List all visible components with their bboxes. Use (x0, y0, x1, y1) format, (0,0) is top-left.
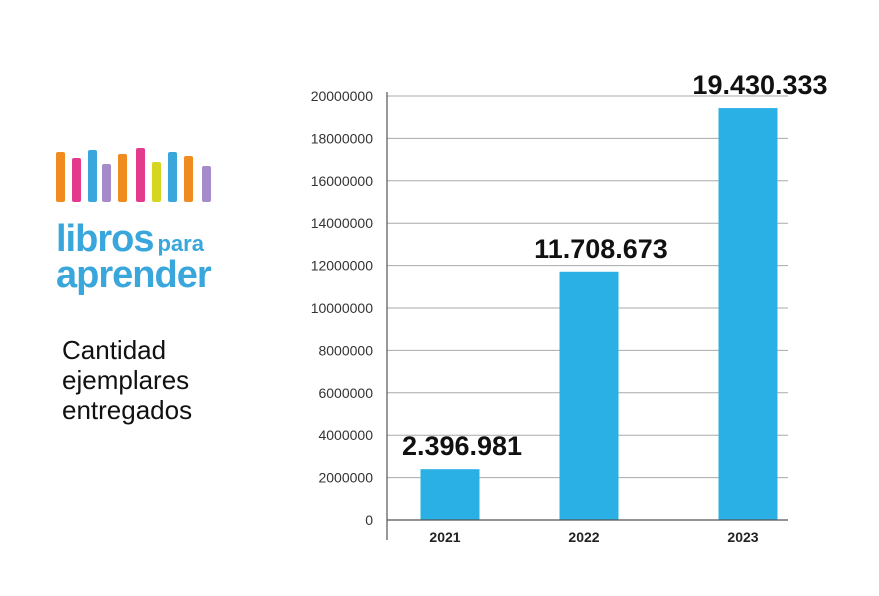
y-tick-label: 0 (365, 512, 373, 528)
logo-book-2 (72, 158, 81, 202)
logo-book-1 (56, 152, 65, 202)
caption-line-3: entregados (62, 395, 193, 425)
chart-caption: Cantidad ejemplares entregados (62, 335, 262, 425)
y-tick-label: 2000000 (318, 470, 373, 486)
logo-word-libros: libros (56, 218, 154, 260)
y-tick-label: 4000000 (318, 427, 373, 443)
logo-word-para: para (157, 231, 204, 256)
data-label: 2.396.981 (402, 431, 522, 461)
logo-word-aprender: aprender (56, 254, 212, 296)
caption-line-2: ejemplares (62, 365, 190, 395)
y-tick-label: 18000000 (311, 130, 374, 146)
logo-wordmark-top: libros para (56, 220, 204, 258)
logo-book-10 (202, 166, 211, 202)
y-tick-label: 12000000 (311, 258, 374, 274)
bar-2021 (420, 469, 480, 520)
data-labels: 2.396.981 11.708.673 19.430.333 (402, 70, 828, 461)
bars (420, 108, 778, 521)
logo-book-7 (152, 162, 161, 202)
logo-book-5 (118, 154, 127, 202)
logo-book-4 (102, 164, 111, 202)
logo-book-8 (168, 152, 177, 202)
x-tick-label: 2023 (727, 529, 758, 545)
y-tick-label: 20000000 (311, 88, 374, 104)
logo-book-6 (136, 148, 145, 202)
y-tick-label: 16000000 (311, 173, 374, 189)
y-tick-label: 6000000 (318, 385, 373, 401)
logo-book-3 (88, 150, 97, 202)
y-tick-label: 8000000 (318, 342, 373, 358)
x-tick-labels: 2021 2022 2023 (429, 529, 758, 545)
x-tick-label: 2022 (568, 529, 599, 545)
bar-2023 (718, 108, 778, 521)
logo-books-graphic (56, 146, 226, 202)
axes (386, 92, 788, 540)
libros-para-aprender-logo: libros para aprender (56, 146, 246, 306)
data-label: 19.430.333 (692, 70, 827, 100)
y-tick-label: 10000000 (311, 300, 374, 316)
data-label: 11.708.673 (534, 234, 668, 264)
y-tick-label: 14000000 (311, 215, 374, 231)
logo-book-9 (184, 156, 193, 202)
bar-2022 (559, 271, 619, 520)
y-tick-labels: 0 2000000 4000000 6000000 8000000 10000000 120… (311, 88, 374, 528)
x-tick-label: 2021 (429, 529, 460, 545)
caption-line-1: Cantidad (62, 335, 167, 365)
